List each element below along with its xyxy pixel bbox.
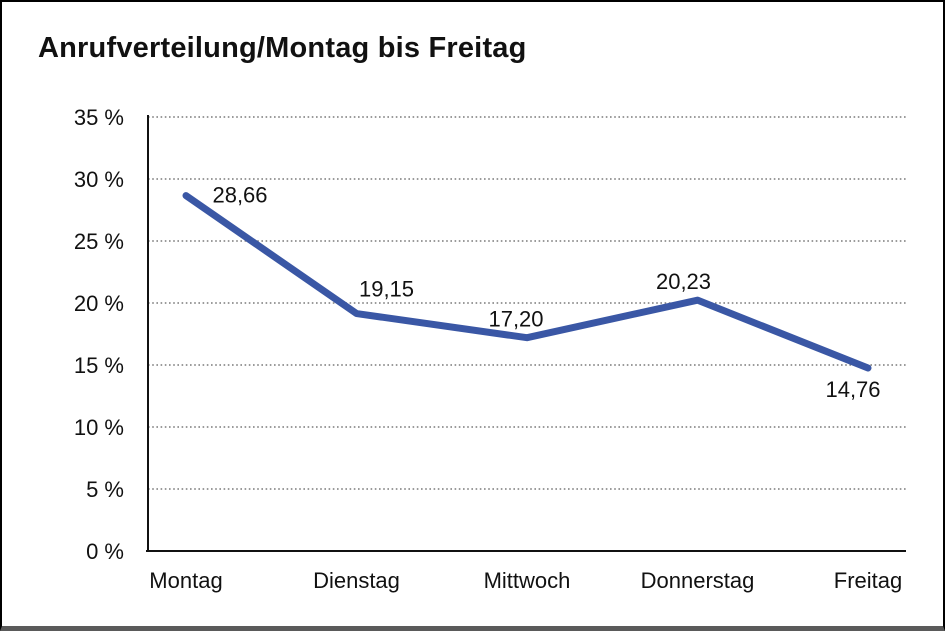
data-label: 14,76 — [825, 377, 880, 402]
data-label: 17,20 — [488, 307, 543, 332]
y-tick-label: 10 % — [74, 415, 124, 440]
y-tick-label: 15 % — [74, 353, 124, 378]
x-tick-label: Dienstag — [313, 568, 400, 593]
x-tick-label: Donnerstag — [641, 568, 755, 593]
y-tick-label: 25 % — [74, 229, 124, 254]
y-tick-label: 35 % — [74, 105, 124, 130]
y-tick-label: 5 % — [86, 477, 124, 502]
data-label: 19,15 — [359, 277, 414, 302]
chart-title: Anrufverteilung/Montag bis Freitag — [38, 32, 527, 64]
y-tick-label: 30 % — [74, 167, 124, 192]
y-tick-label: 20 % — [74, 291, 124, 316]
x-tick-label: Freitag — [834, 568, 902, 593]
x-tick-label: Mittwoch — [484, 568, 571, 593]
x-tick-label: Montag — [149, 568, 222, 593]
y-tick-label: 0 % — [86, 539, 124, 564]
data-line — [182, 192, 872, 372]
data-label: 20,23 — [656, 269, 711, 294]
data-label: 28,66 — [212, 183, 267, 208]
